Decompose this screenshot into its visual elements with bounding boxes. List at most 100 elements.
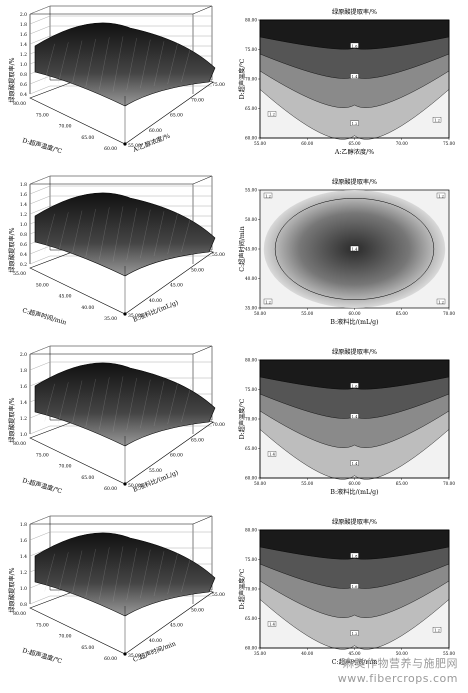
grid-line (29, 85, 51, 95)
y-tick-label: 50.00 (36, 282, 49, 288)
contour-band (259, 359, 450, 390)
y-tick-label: 70.00 (59, 464, 72, 470)
z-tick-label: 0.6 (20, 82, 27, 88)
contour-label-box (432, 117, 442, 123)
y-tick-label: 75.00 (36, 112, 49, 118)
z-tick-label: 1.2 (20, 212, 27, 218)
contour-label: 1.2 (269, 113, 275, 117)
surface-plot-5: 1.0 1.2 1.4 1.6 1.8 2.0 50.00 55.00 60.00 65.00 70… (8, 345, 225, 495)
z-tick-label: 0.8 (20, 232, 27, 238)
x-tick-label: 55.00 (212, 592, 225, 598)
x-tick-label: 60.00 (349, 311, 361, 316)
response-surface (34, 362, 216, 447)
z-tick-label: 1.4 (20, 554, 27, 560)
grid-line (29, 35, 51, 45)
x-tick-label: 55.00 (301, 311, 313, 316)
grid-line (29, 245, 51, 255)
z-tick-label: 1.2 (20, 52, 27, 58)
x-axis-label: B:液料比/(mL/g) (330, 318, 378, 326)
contour-title: 绿原酸提取率/% (332, 348, 377, 356)
contour-label-box (350, 552, 359, 559)
grid-line (29, 345, 51, 355)
y-tick-label: 70.00 (59, 124, 72, 130)
mesh-line (140, 549, 151, 599)
contour-title: 绿原酸提取率/% (332, 178, 377, 186)
contour-label: 1.4 (269, 453, 275, 457)
x-tick-label: 50.00 (128, 483, 141, 489)
y-tick-label: 70.00 (245, 417, 257, 422)
y-tick-label: 75.00 (245, 387, 257, 392)
contour-label: 1.6 (352, 44, 358, 48)
y-axis-label: D:超声温度/℃ (238, 59, 246, 100)
z-tick-label: 1.0 (20, 432, 27, 438)
contour-label: 1.2 (434, 119, 440, 123)
x-tick-label: 55.00 (149, 468, 162, 474)
x-tick-label: 55.00 (301, 481, 313, 486)
contour-plot-4: 绿原酸提取率/% 1.4 1.2 1.2 1.2 1.2 50.00 55.00 60.00 65… (238, 178, 455, 326)
mesh-line (126, 377, 137, 431)
y-tick-label: 60.00 (104, 146, 117, 152)
y-tick-label: 40.00 (245, 276, 257, 281)
contour-line (274, 198, 435, 300)
x-axis-label: C:超声时间/min (332, 658, 378, 666)
x-axis-label: A:乙醇浓度/% (334, 148, 374, 156)
x-tick-label: 65.00 (349, 141, 361, 146)
response-surface (34, 532, 216, 617)
z-tick-label: 1.8 (20, 22, 27, 28)
mesh-line (112, 36, 124, 92)
grid-line (29, 175, 51, 185)
y-tick-label: 55.00 (245, 188, 257, 193)
y-tick-label: 75.00 (36, 452, 49, 458)
contour-label: 1.2 (265, 300, 271, 304)
contour-label-box (350, 42, 359, 49)
x-tick-label: 50.00 (191, 267, 204, 273)
y-tick-label: 65.00 (81, 475, 94, 481)
contour-band (259, 529, 450, 560)
mesh-line (112, 546, 124, 602)
mesh-line (44, 213, 55, 252)
contour-label-box (432, 627, 442, 633)
contour-label-box (350, 413, 359, 419)
mesh-line (167, 42, 178, 85)
mesh-line (153, 211, 165, 257)
x-tick-label: 65.00 (396, 311, 408, 316)
surface-plot-7: 0.8 1.0 1.2 1.4 1.6 1.8 35.00 40.00 45.00 50.00 55… (8, 515, 225, 665)
x-tick-label: 40.00 (301, 651, 313, 656)
z-tick-label: 0.6 (20, 242, 27, 248)
z-tick-label: 0.8 (20, 72, 27, 78)
x-tick-label: 50.00 (191, 607, 204, 613)
y-tick-label: 55.00 (13, 271, 26, 277)
mesh-line (99, 377, 110, 430)
y-tick-label: 70.00 (245, 587, 257, 592)
response-surface (34, 22, 216, 107)
y-axis-label: D:超声温度/℃ (21, 646, 63, 665)
grid-line (29, 25, 51, 35)
x-tick-label: 50.00 (254, 481, 266, 486)
y-tick-label: 75.00 (245, 557, 257, 562)
z-axis-label: 绿原酸提取率/% (8, 227, 16, 272)
contour-label: 1.2 (434, 629, 440, 633)
contour-label-box (267, 621, 277, 627)
y-tick-label: 75.00 (36, 622, 49, 628)
contour-label-box (436, 298, 446, 305)
mesh-line (140, 39, 151, 89)
mesh-line (58, 212, 69, 254)
grid-line (29, 595, 51, 605)
contour-label-box (267, 111, 277, 117)
mesh-line (181, 384, 192, 423)
mesh-line (71, 550, 83, 596)
contour-label: 1.2 (438, 194, 444, 198)
contour-label-box (350, 630, 359, 636)
x-tick-label: 65.00 (396, 481, 408, 486)
y-axis-label: D:超声温度/℃ (238, 399, 246, 440)
z-tick-label: 0.2 (20, 262, 27, 268)
x-tick-label: 35.00 (128, 653, 141, 659)
y-tick-label: 60.00 (245, 476, 257, 481)
y-axis-label: D:超声温度/℃ (21, 476, 63, 495)
z-tick-label: 1.2 (20, 416, 27, 422)
x-tick-label: 55.00 (128, 143, 141, 149)
mesh-line (167, 382, 178, 425)
mesh-line (99, 37, 110, 90)
z-tick-label: 1.4 (20, 42, 27, 48)
